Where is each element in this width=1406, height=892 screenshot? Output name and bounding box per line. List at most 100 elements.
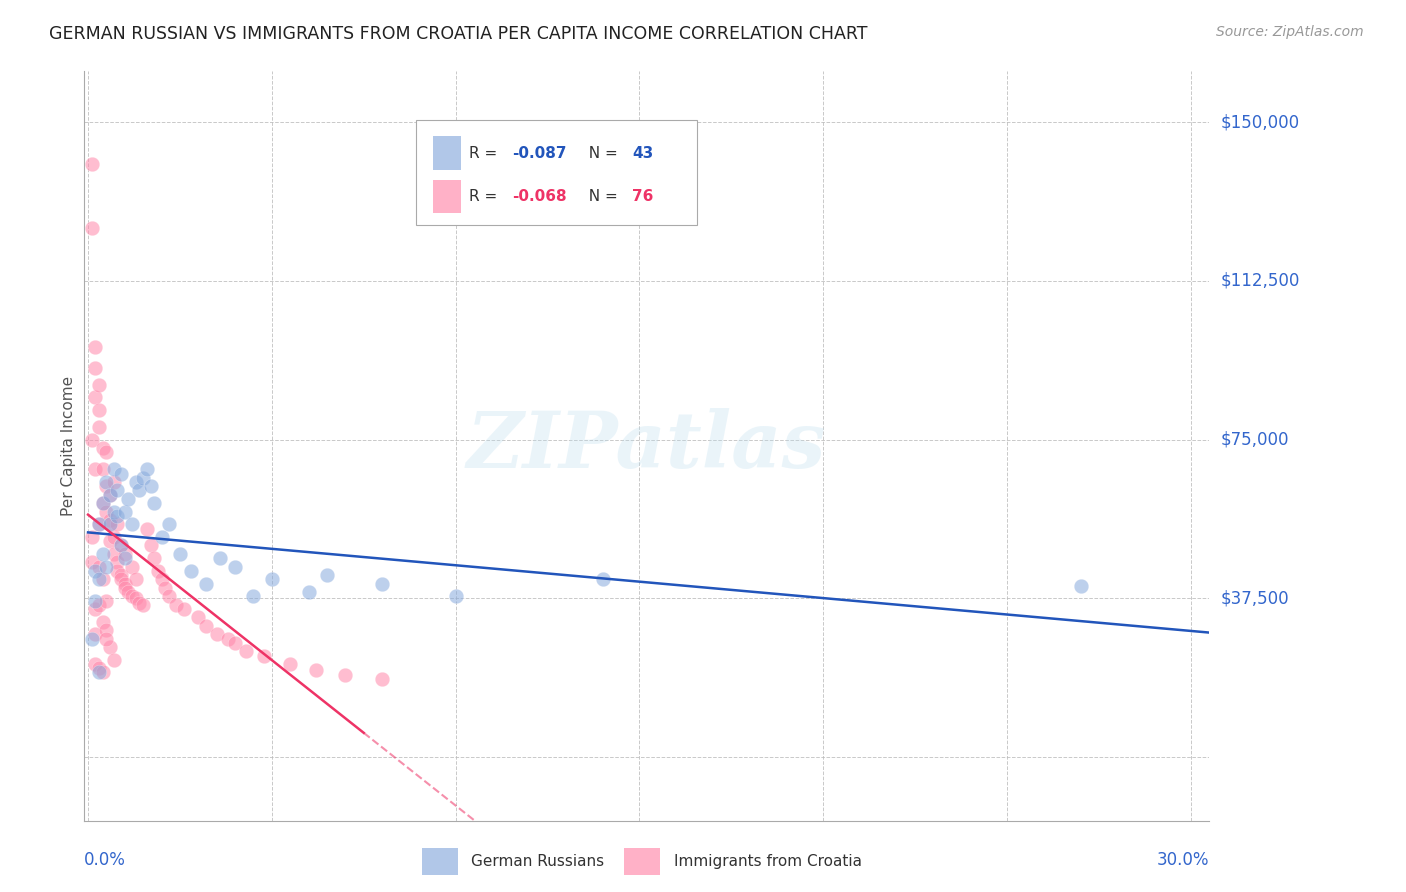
Point: [80, 433, 103, 447]
Point: [84, 339, 107, 353]
Text: 43: 43: [633, 145, 654, 161]
Point: [209, 551, 232, 566]
Point: [98, 517, 121, 532]
Point: [157, 589, 180, 603]
Y-axis label: Per Capita Income: Per Capita Income: [60, 376, 76, 516]
Point: [84, 462, 107, 476]
Text: $75,000: $75,000: [1220, 431, 1289, 449]
Point: [125, 572, 148, 586]
Point: [84, 657, 107, 671]
Point: [80, 556, 103, 570]
Point: [103, 462, 125, 476]
Point: [96, 479, 118, 493]
Point: [110, 467, 132, 481]
Point: [110, 568, 132, 582]
Point: [98, 534, 121, 549]
Point: [96, 505, 118, 519]
Point: [87, 598, 110, 612]
Point: [121, 589, 143, 603]
Point: [80, 530, 103, 544]
Point: [87, 377, 110, 392]
Point: [187, 610, 209, 624]
Point: [121, 517, 143, 532]
Point: [305, 664, 328, 678]
Point: [87, 572, 110, 586]
Text: 0.0%: 0.0%: [84, 851, 127, 869]
Point: [84, 593, 107, 607]
Point: [217, 632, 239, 646]
Point: [91, 441, 114, 455]
Point: [253, 648, 276, 663]
Point: [128, 596, 150, 610]
Point: [169, 547, 191, 561]
Point: [87, 665, 110, 680]
Text: $150,000: $150,000: [1220, 113, 1299, 131]
Point: [150, 572, 173, 586]
Point: [96, 632, 118, 646]
Point: [103, 475, 125, 489]
Point: [224, 636, 246, 650]
Point: [135, 462, 157, 476]
Point: [1069, 579, 1091, 593]
Text: R =: R =: [470, 189, 502, 204]
Point: [87, 403, 110, 417]
Point: [224, 559, 246, 574]
Text: 30.0%: 30.0%: [1157, 851, 1209, 869]
Point: [91, 462, 114, 476]
Point: [96, 445, 118, 459]
Point: [235, 644, 257, 658]
Point: [444, 589, 467, 603]
Point: [150, 530, 173, 544]
Point: [260, 572, 283, 586]
Point: [91, 615, 114, 629]
Point: [316, 568, 339, 582]
Text: N =: N =: [579, 189, 623, 204]
Text: German Russians: German Russians: [471, 855, 605, 870]
Point: [132, 598, 155, 612]
Point: [80, 157, 103, 171]
Point: [335, 667, 357, 681]
Point: [103, 505, 125, 519]
Point: [146, 564, 169, 578]
Point: [205, 627, 228, 641]
Point: [98, 640, 121, 654]
Point: [87, 420, 110, 434]
Point: [278, 657, 301, 671]
Point: [194, 576, 217, 591]
Point: [110, 539, 132, 553]
Point: [139, 479, 162, 493]
Point: [91, 665, 114, 680]
Point: [98, 513, 121, 527]
Point: [132, 471, 155, 485]
Text: Immigrants from Croatia: Immigrants from Croatia: [673, 855, 862, 870]
Point: [114, 581, 136, 595]
Text: R =: R =: [470, 145, 502, 161]
Point: [91, 572, 114, 586]
Point: [121, 559, 143, 574]
Point: [128, 483, 150, 498]
Point: [91, 547, 114, 561]
Point: [103, 547, 125, 561]
Point: [139, 539, 162, 553]
Point: [125, 591, 148, 606]
Text: N =: N =: [579, 145, 623, 161]
Point: [87, 559, 110, 574]
Point: [84, 390, 107, 404]
Point: [110, 539, 132, 553]
Point: [135, 522, 157, 536]
Point: [110, 572, 132, 586]
Point: [80, 632, 103, 646]
Point: [98, 517, 121, 532]
Text: Source: ZipAtlas.com: Source: ZipAtlas.com: [1216, 25, 1364, 39]
Point: [107, 508, 129, 523]
Point: [297, 585, 319, 599]
Point: [114, 576, 136, 591]
FancyBboxPatch shape: [416, 120, 697, 225]
Point: [155, 581, 177, 595]
Bar: [433, 136, 461, 169]
Point: [107, 483, 129, 498]
Point: [114, 547, 136, 561]
Text: ZIPatlas: ZIPatlas: [467, 408, 827, 484]
Point: [96, 559, 118, 574]
Text: GERMAN RUSSIAN VS IMMIGRANTS FROM CROATIA PER CAPITA INCOME CORRELATION CHART: GERMAN RUSSIAN VS IMMIGRANTS FROM CROATI…: [49, 25, 868, 43]
